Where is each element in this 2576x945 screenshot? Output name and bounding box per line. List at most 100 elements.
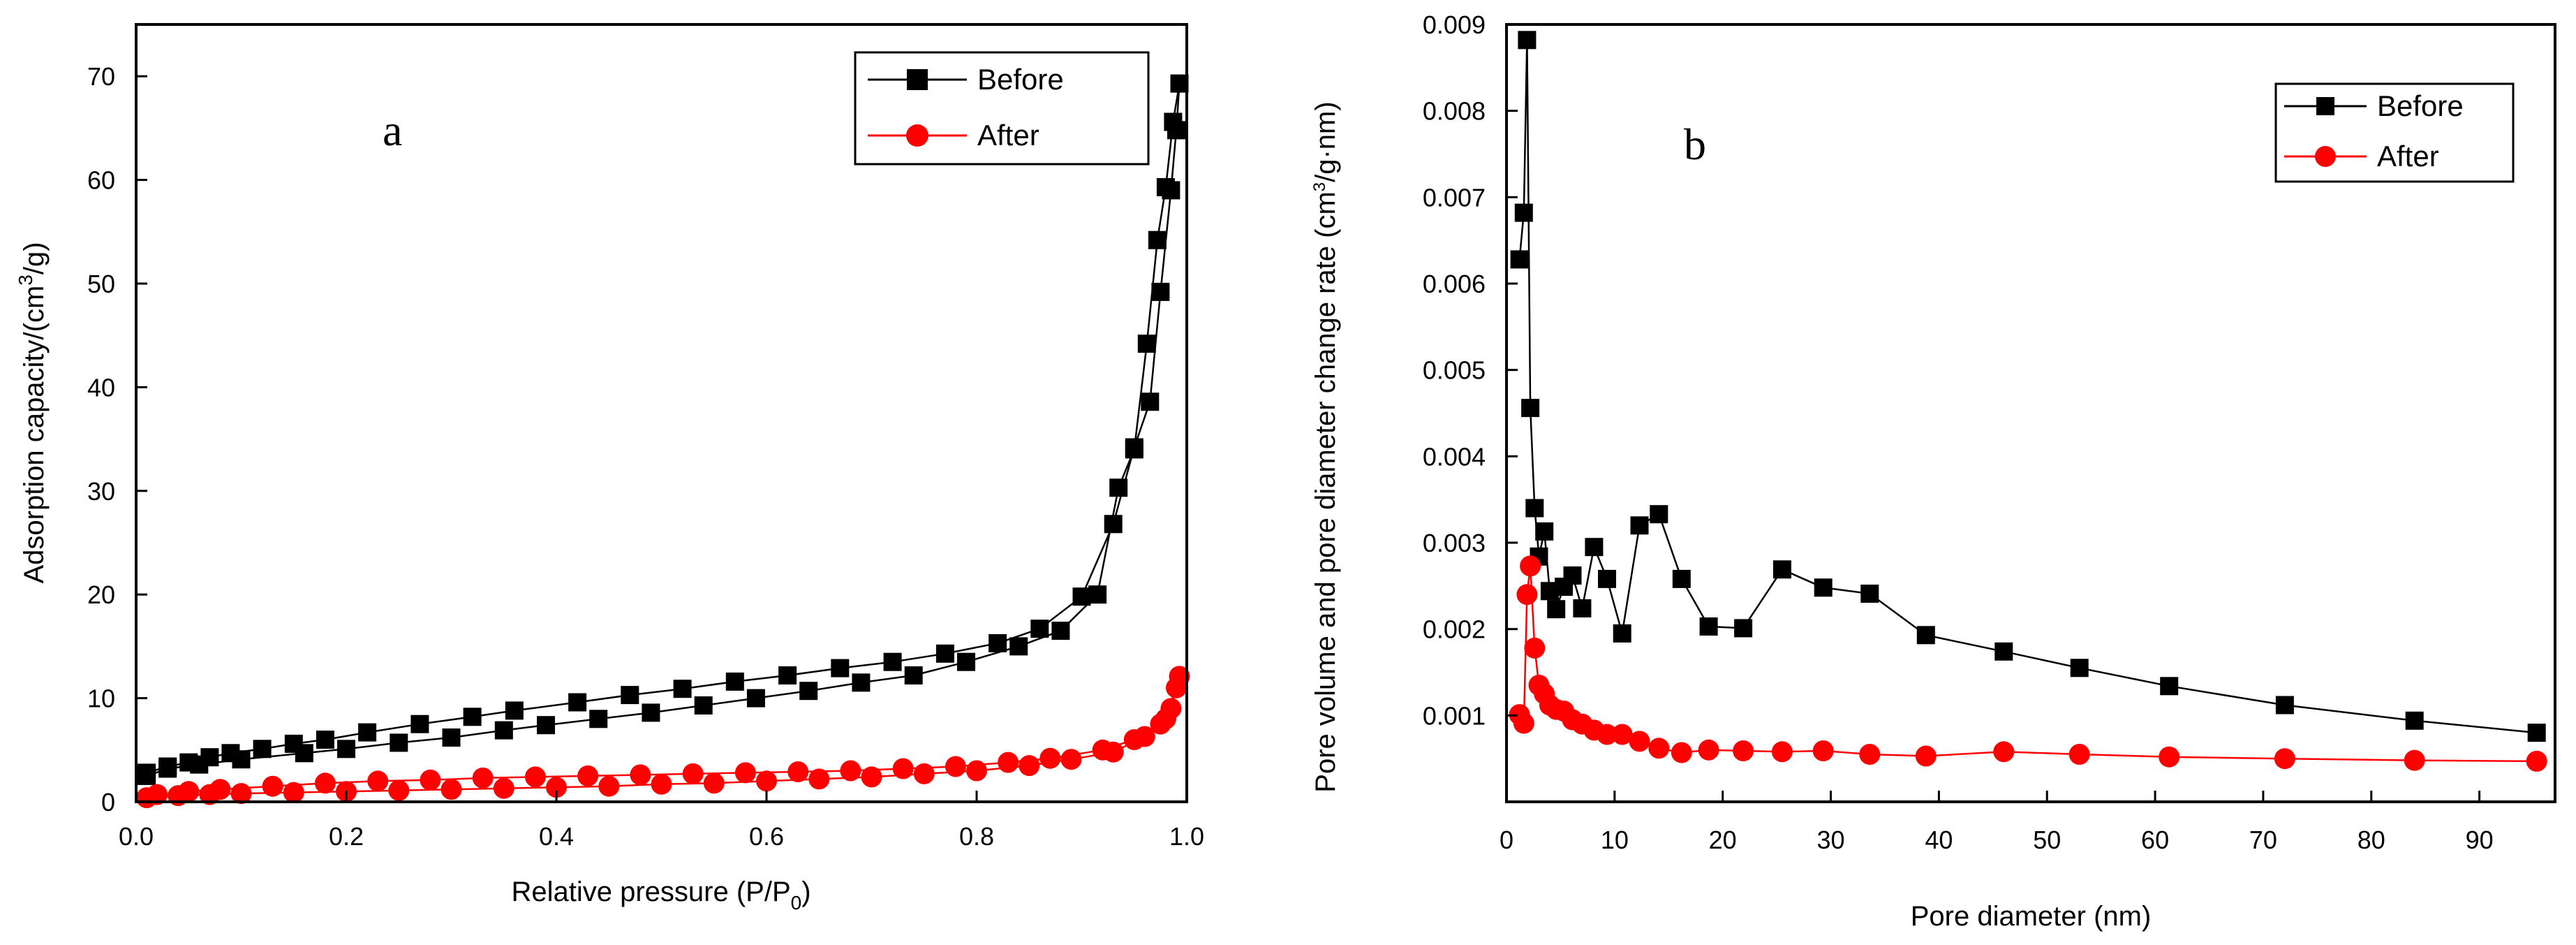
panel-a-y-tick-label: 10: [87, 684, 115, 713]
panel-a-point-before: [957, 652, 975, 671]
panel-b-point-before: [1525, 499, 1544, 518]
panel-a-point-before: [1151, 282, 1170, 301]
panel-a-point-before: [1141, 393, 1160, 411]
panel-a-point-after: [209, 779, 231, 800]
panel-b-point-after: [1812, 740, 1834, 761]
panel-b-point-after: [1597, 724, 1618, 745]
panel-b-point-after: [1520, 555, 1541, 577]
panel-b-legend-after-label: After: [2377, 140, 2439, 173]
panel-b-point-before: [1563, 566, 1582, 585]
panel-b-x-tick-label: 50: [2033, 826, 2061, 854]
panel-a-ticks: 0.0 0.2 0.4 0.6 0.8 1.0 0 10 20 30 40 50 60 70: [87, 62, 1204, 851]
panel-a-point-after: [524, 766, 546, 788]
panel-b: 0 10 20 30 40 50 60 70 80 90 0.001 0.002 0.003 0.004 0…: [1310, 10, 2556, 932]
panel-a-point-after: [472, 767, 494, 789]
panel-a-legend-before-label: Before: [977, 63, 1064, 96]
panel-a-point-before: [589, 710, 608, 728]
panel-a-point-before: [295, 744, 313, 763]
panel-b-point-after: [1698, 739, 1719, 761]
panel-a-point-after: [388, 779, 410, 801]
panel-a-y-tick-label: 60: [87, 166, 115, 195]
panel-a-point-before: [1148, 230, 1167, 249]
panel-a-point-before: [1051, 622, 1070, 640]
panel-a-point-before: [746, 689, 765, 708]
panel-a-point-before: [253, 740, 272, 759]
panel-a-point-before: [138, 766, 156, 785]
panel-b-point-before: [1672, 569, 1691, 588]
panel-b-point-after: [1524, 637, 1546, 659]
panel-a-point-after: [1123, 729, 1145, 750]
panel-a-point-before: [989, 633, 1007, 652]
panel-a-x-tick-label: 0.4: [539, 822, 574, 851]
panel-a-x-tick-label: 0.8: [959, 822, 994, 851]
panel-a-point-after: [1155, 708, 1176, 730]
panel-b-legend-before-marker: [2316, 97, 2334, 115]
panel-b-point-before: [1598, 569, 1616, 588]
panel-b-point-after: [2159, 746, 2180, 768]
panel-a-point-after: [703, 772, 725, 794]
panel-b-point-before: [1547, 600, 1566, 619]
panel-b-point-before: [1535, 522, 1554, 541]
panel-b-legend-box: [2274, 82, 2515, 183]
panel-b-marks: [1509, 31, 2547, 772]
panel-a-point-before: [1156, 178, 1175, 196]
panel-b-legend: Before After: [2274, 82, 2515, 183]
panel-b-point-after: [2404, 749, 2425, 771]
panel-a-point-before: [673, 680, 692, 698]
panel-a-point-before: [1088, 585, 1107, 604]
panel-b-letter: b: [1684, 119, 1706, 169]
panel-b-point-before: [2275, 696, 2294, 715]
panel-b-point-before: [2160, 677, 2179, 696]
panel-b-point-before: [2070, 659, 2089, 677]
panel-a-point-before: [390, 733, 408, 752]
panel-b-point-after: [1611, 724, 1633, 745]
panel-b-point-before: [1630, 516, 1649, 535]
panel-a-point-after: [546, 777, 567, 798]
panel-a-marks: [136, 74, 1190, 809]
panel-a-point-after: [283, 782, 304, 803]
panel-b-x-tick-label: 0: [1500, 826, 1513, 854]
panel-b-point-before: [2527, 724, 2546, 742]
panel-a-y-tick-label: 0: [101, 788, 115, 816]
panel-a-legend-after-marker: [906, 124, 928, 147]
panel-b-x-tick-label: 30: [1817, 826, 1845, 854]
panel-b-point-after: [1771, 741, 1793, 763]
panel-a-point-before: [1109, 478, 1128, 497]
panel-b-point-before: [1860, 585, 1879, 603]
panel-b-point-before: [1518, 31, 1537, 50]
panel-a-point-after: [945, 756, 966, 777]
panel-a-legend: Before After: [854, 51, 1150, 166]
panel-b-point-after: [1648, 738, 1670, 759]
panel-b-point-before: [2405, 711, 2424, 730]
panel-b-point-before: [1573, 599, 1592, 617]
panel-a-point-before: [778, 666, 797, 684]
panel-a-point-before: [1009, 637, 1028, 656]
panel-a-point-before: [725, 672, 744, 691]
panel-b-x-tick-label: 70: [2249, 826, 2277, 854]
panel-b-point-after: [1915, 745, 1937, 767]
panel-a-point-after: [1060, 749, 1082, 770]
panel-b-x-tick-label: 20: [1709, 826, 1737, 854]
panel-b-point-before: [1814, 578, 1833, 597]
panel-a-point-after: [787, 761, 809, 782]
panel-b-point-before: [1613, 624, 1631, 643]
panel-a-point-after: [178, 781, 200, 803]
panel-a-point-after: [861, 766, 882, 788]
panel-a-point-before: [1104, 515, 1123, 534]
panel-a-point-before: [935, 644, 954, 663]
panel-b-x-tick-label: 80: [2357, 826, 2385, 854]
panel-a: 0.0 0.2 0.4 0.6 0.8 1.0 0 10 20 30 40 50 60 70 a Befo…: [15, 23, 1204, 914]
panel-a-letter: a: [383, 105, 402, 155]
panel-b-y-tick-label: 0.001: [1423, 701, 1486, 730]
panel-b-point-before: [1514, 203, 1533, 222]
panel-b-point-after: [2526, 750, 2547, 772]
panel-b-x-tick-label: 90: [2466, 826, 2494, 854]
panel-b-y-tick-label: 0.002: [1423, 615, 1486, 644]
panel-a-point-after: [493, 777, 515, 799]
panel-a-point-after: [840, 760, 861, 782]
panel-a-point-after: [1039, 747, 1061, 769]
panel-a-point-after: [262, 775, 283, 797]
panel-a-point-before: [494, 721, 513, 740]
panel-a-point-before: [232, 750, 251, 769]
panel-a-point-after: [1092, 739, 1113, 761]
